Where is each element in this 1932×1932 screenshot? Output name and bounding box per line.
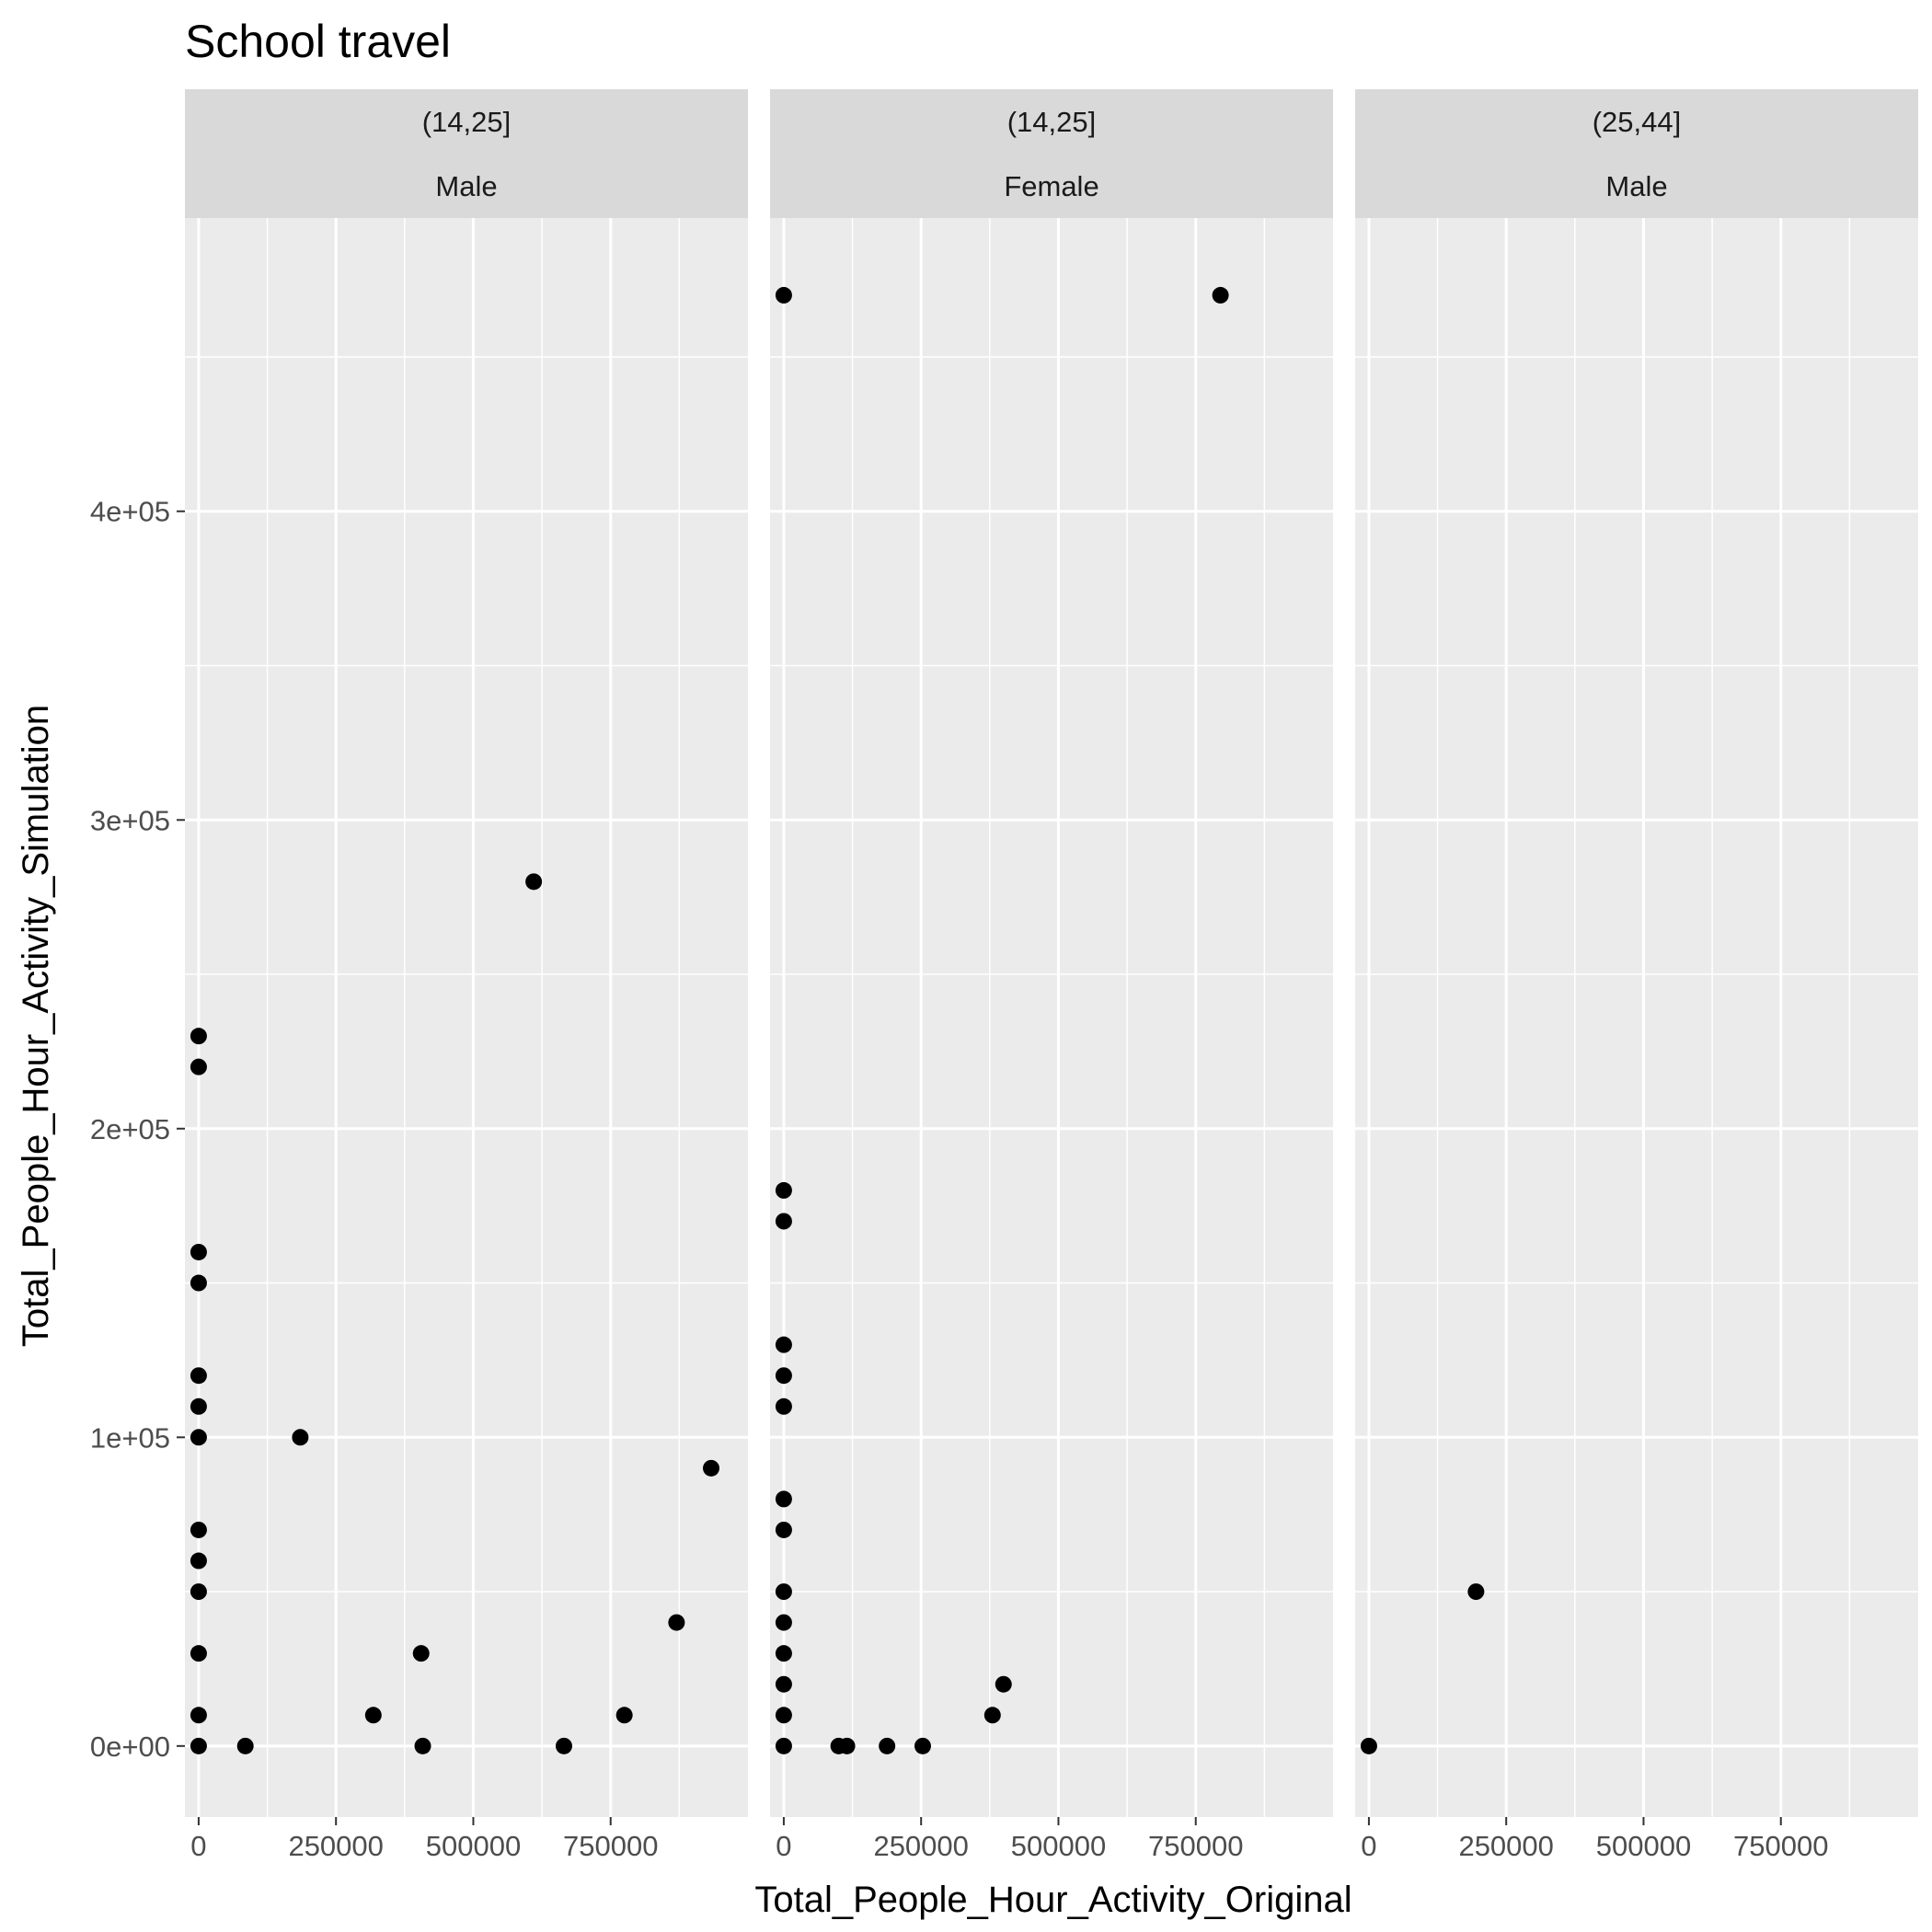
- y-tick-label: 2e+05: [90, 1113, 170, 1145]
- x-tick-label: 750000: [1148, 1830, 1243, 1862]
- data-point: [236, 1737, 254, 1754]
- x-tick-label: 750000: [1733, 1830, 1828, 1862]
- data-point: [525, 873, 543, 891]
- facet-strip-box: [1355, 89, 1918, 154]
- data-point: [190, 1397, 207, 1415]
- data-point: [775, 1490, 792, 1508]
- data-point: [775, 286, 792, 304]
- data-point: [775, 1367, 792, 1385]
- data-point: [775, 1737, 792, 1754]
- data-point: [775, 1336, 792, 1353]
- data-point: [775, 1521, 792, 1538]
- data-point: [190, 1429, 207, 1446]
- data-point: [668, 1614, 685, 1631]
- facet-strip-label: Female: [1004, 170, 1098, 202]
- data-point: [555, 1737, 572, 1754]
- data-point: [412, 1645, 430, 1662]
- gridlines: [1355, 218, 1918, 1817]
- chart-title: School travel: [185, 16, 451, 67]
- x-tick-label: 750000: [563, 1830, 658, 1862]
- panel-background: [185, 218, 748, 1817]
- data-points: [190, 873, 719, 1754]
- gridlines: [770, 218, 1333, 1817]
- facet-strip-box: [185, 154, 748, 218]
- data-point: [775, 1583, 792, 1601]
- gridlines: [185, 218, 748, 1817]
- facet-strip-label: Male: [1605, 170, 1667, 202]
- data-point: [775, 1181, 792, 1199]
- data-point: [190, 1028, 207, 1045]
- data-point: [615, 1707, 633, 1724]
- x-tick-label: 0: [190, 1830, 206, 1862]
- data-point: [995, 1675, 1012, 1693]
- data-point: [190, 1737, 207, 1754]
- x-axis: 0 250000 500000 750000: [776, 1817, 1243, 1862]
- panel-background: [1355, 218, 1918, 1817]
- facet-strip: (14,25] Male: [185, 89, 748, 218]
- facet-strip-box: [185, 89, 748, 154]
- data-points: [1360, 1583, 1485, 1754]
- data-point: [914, 1737, 931, 1754]
- y-axis-title: Total_People_Hour_Activity_Simulation: [16, 705, 56, 1347]
- x-axis-title: Total_People_Hour_Activity_Original: [754, 1880, 1351, 1920]
- x-tick-label: 0: [776, 1830, 791, 1862]
- data-point: [775, 1675, 792, 1693]
- x-tick-label: 500000: [1596, 1830, 1691, 1862]
- data-point: [414, 1737, 431, 1754]
- data-point: [190, 1645, 207, 1662]
- data-point: [775, 1614, 792, 1631]
- data-point: [190, 1521, 207, 1538]
- x-axis: 0 250000 500000 750000: [1361, 1817, 1828, 1862]
- facet-strip-label: (14,25]: [422, 106, 512, 138]
- data-point: [1360, 1737, 1377, 1754]
- data-point: [292, 1429, 309, 1446]
- data-point: [190, 1274, 207, 1292]
- data-point: [190, 1583, 207, 1601]
- facet-strip-label: (25,44]: [1593, 106, 1682, 138]
- data-point: [190, 1367, 207, 1385]
- facet-panel-2: (14,25] Female 0 250000 500000 750000: [770, 89, 1333, 1862]
- facet-strip-box: [770, 154, 1333, 218]
- data-point: [1212, 286, 1229, 304]
- data-point: [190, 1058, 207, 1075]
- facet-panels: (14,25] Male 0 250000 500000 750000 (14,25] Fem…: [185, 89, 1918, 1862]
- data-point: [775, 1397, 792, 1415]
- data-point: [190, 1243, 207, 1260]
- x-tick-label: 250000: [288, 1830, 383, 1862]
- x-axis: 0 250000 500000 750000: [190, 1817, 658, 1862]
- data-point: [702, 1459, 719, 1477]
- y-tick-label: 0e+00: [90, 1731, 170, 1763]
- y-tick-label: 3e+05: [90, 804, 170, 836]
- facet-panel-3: (25,44] Male 0 250000 500000 750000: [1355, 89, 1918, 1862]
- data-point: [1467, 1583, 1485, 1601]
- data-point: [364, 1707, 382, 1724]
- data-point: [879, 1737, 896, 1754]
- data-point: [190, 1707, 207, 1724]
- facet-strip-box: [1355, 154, 1918, 218]
- y-axis: 0e+00 1e+05 2e+05 3e+05 4e+05: [90, 496, 185, 1763]
- y-tick-label: 1e+05: [90, 1421, 170, 1454]
- facet-strip: (25,44] Male: [1355, 89, 1918, 218]
- x-tick-label: 500000: [426, 1830, 521, 1862]
- facet-strip-box: [770, 89, 1333, 154]
- data-points: [775, 286, 1229, 1754]
- facet-panel-1: (14,25] Male 0 250000 500000 750000: [185, 89, 748, 1862]
- facet-strip-label: (14,25]: [1007, 106, 1097, 138]
- data-point: [190, 1552, 207, 1570]
- y-tick-label: 4e+05: [90, 496, 170, 528]
- x-tick-label: 250000: [873, 1830, 968, 1862]
- data-point: [838, 1737, 856, 1754]
- x-tick-label: 500000: [1011, 1830, 1106, 1862]
- panel-background: [770, 218, 1333, 1817]
- x-tick-label: 250000: [1458, 1830, 1553, 1862]
- facet-strip-label: Male: [435, 170, 497, 202]
- data-point: [775, 1645, 792, 1662]
- data-point: [775, 1213, 792, 1230]
- data-point: [775, 1707, 792, 1724]
- facet-strip: (14,25] Female: [770, 89, 1333, 218]
- data-point: [983, 1707, 1001, 1724]
- x-tick-label: 0: [1361, 1830, 1376, 1862]
